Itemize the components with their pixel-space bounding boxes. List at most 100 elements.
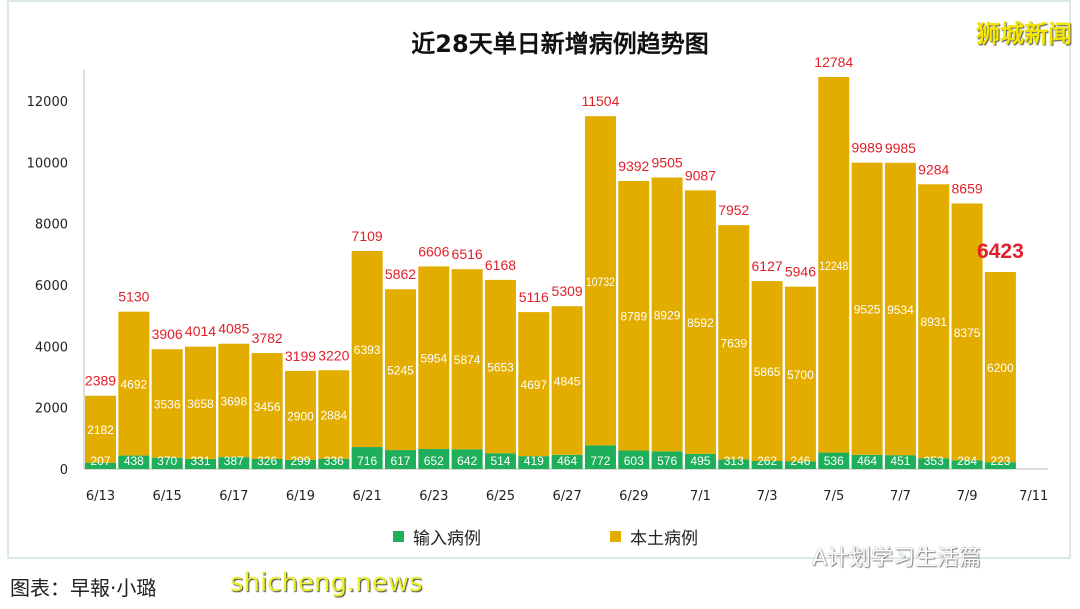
legend-label: 本土病例 [630,529,698,549]
label-local: 3536 [154,397,181,411]
brand-watermark: 狮城新闻 [976,20,1072,48]
bar-imported [284,459,316,469]
label-local: 4697 [520,378,547,392]
label-total: 7952 [718,202,749,218]
x-tick-label: 6/27 [553,489,582,504]
label-total: 9989 [852,140,883,156]
label-total: 4085 [218,321,249,337]
label-imported: 284 [957,454,977,468]
bar-imported [718,459,750,469]
label-local: 9525 [854,303,881,317]
label-total: 9087 [685,167,716,183]
bar-imported [818,452,850,469]
bar-local [618,180,650,451]
bar-imported [851,454,883,469]
label-local: 5865 [754,365,781,379]
label-total: 6516 [452,246,483,262]
bar-local [384,289,416,451]
bar-local [418,266,450,450]
label-total: 12784 [814,54,853,70]
x-tick-label: 7/1 [690,489,711,504]
label-total: 9284 [918,161,949,177]
label-total: 7109 [352,228,383,244]
label-imported: 438 [124,454,144,468]
label-local: 5954 [420,352,447,366]
label-total: 3782 [252,330,283,346]
bar-local [918,184,950,459]
label-local: 6393 [354,343,381,357]
label-imported: 536 [824,454,844,468]
bar-local [251,353,283,460]
chart-title: 近28天单日新增病例趋势图 [411,30,708,58]
label-imported: 451 [890,454,910,468]
bar-imported [384,450,416,469]
bar-imported [484,453,516,469]
label-local: 5874 [454,353,481,367]
label-total: 3220 [318,347,349,363]
x-tick-label: 6/15 [153,489,182,504]
label-imported: 387 [224,454,244,468]
label-imported: 223 [990,454,1010,468]
bar-imported [151,457,183,469]
bar-local [518,312,550,457]
label-imported: 353 [924,454,944,468]
bar-imported [351,447,383,469]
label-total: 2389 [85,373,116,389]
label-local: 12248 [819,259,848,273]
y-tick-label: 6000 [35,279,68,294]
label-total: 6423 [977,240,1024,263]
label-local: 10732 [586,275,615,289]
label-imported: 576 [657,454,677,468]
x-tick-label: 7/7 [890,489,911,504]
bar-imported [218,457,250,469]
label-total: 5309 [552,283,583,299]
label-local: 8789 [620,310,647,324]
label-imported: 642 [457,454,477,468]
wechat-watermark: A计划学习生活篇 [812,546,982,571]
y-tick-label: 4000 [35,340,68,355]
bar-local [118,311,150,456]
bar-imported [118,455,150,469]
bar-local [484,279,516,454]
bar-local [451,269,483,450]
label-local: 5245 [387,364,414,378]
bar-local [984,272,1016,463]
label-local: 5700 [787,368,814,382]
x-tick-label: 7/9 [957,489,978,504]
label-total: 8659 [952,180,983,196]
x-tick-label: 6/29 [619,489,648,504]
label-local: 6200 [987,361,1014,375]
legend-label: 输入病例 [413,529,481,549]
label-imported: 772 [590,454,610,468]
label-total: 6168 [485,257,516,273]
bar-imported [184,458,216,469]
x-tick-label: 6/21 [353,489,382,504]
bar-local [851,162,883,455]
label-local: 3456 [254,400,281,414]
bar-local [718,225,750,460]
label-local: 2182 [87,423,114,437]
bar-local [85,395,116,463]
label-local: 4845 [554,374,581,388]
label-local: 8931 [920,315,947,329]
bar-imported [618,450,650,469]
bar-imported [684,453,716,469]
x-tick-label: 7/3 [757,489,778,504]
label-local: 3658 [187,397,214,411]
bar-local [184,346,216,459]
label-imported: 419 [524,454,544,468]
label-imported: 464 [857,454,877,468]
label-local: 8929 [654,308,681,322]
label-imported: 331 [190,454,210,468]
label-local: 8375 [954,326,981,340]
bar-imported [551,454,583,469]
label-imported: 716 [357,454,377,468]
bar-imported [85,462,116,469]
label-local: 5653 [487,361,514,375]
label-local: 8592 [687,316,714,330]
label-imported: 603 [624,454,644,468]
y-tick-label: 10000 [27,156,68,171]
bar-imported [418,449,450,469]
label-total: 9505 [652,155,683,171]
